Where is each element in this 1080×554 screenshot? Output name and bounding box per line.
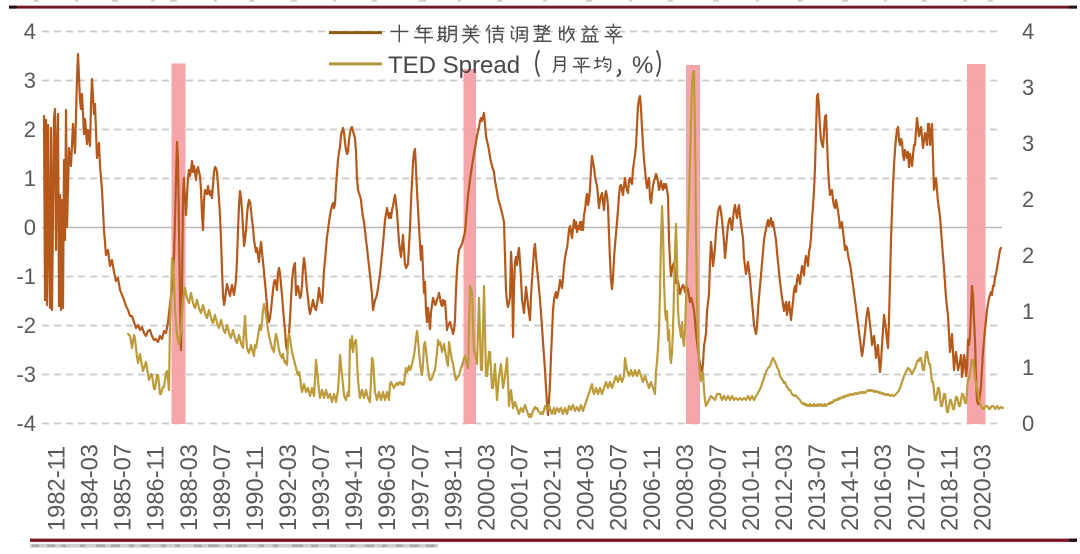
svg-text:1989-07: 1989-07	[210, 444, 236, 531]
svg-text:2013-07: 2013-07	[805, 444, 831, 531]
svg-text:3: 3	[24, 68, 36, 93]
svg-text:3: 3	[1022, 75, 1034, 100]
svg-text:2014-11: 2014-11	[838, 446, 864, 531]
svg-text:4: 4	[24, 19, 36, 44]
svg-text:2008-03: 2008-03	[673, 444, 699, 531]
svg-text:2012-03: 2012-03	[772, 444, 798, 531]
svg-text:1: 1	[24, 166, 36, 191]
svg-text:2016-03: 2016-03	[871, 444, 897, 531]
svg-text:2002-11: 2002-11	[541, 446, 567, 531]
svg-text:1994-11: 1994-11	[342, 446, 368, 531]
svg-text:0: 0	[24, 215, 36, 240]
svg-text:2000-03: 2000-03	[474, 444, 500, 531]
svg-text:-1: -1	[16, 264, 36, 289]
svg-text:1993-07: 1993-07	[309, 444, 335, 531]
svg-text:1997-07: 1997-07	[408, 444, 434, 531]
svg-text:1992-03: 1992-03	[276, 444, 302, 531]
svg-text:%: %	[632, 52, 653, 79]
svg-text:1984-03: 1984-03	[78, 444, 104, 531]
svg-text:1986-11: 1986-11	[144, 446, 170, 531]
svg-text:4: 4	[1022, 19, 1034, 44]
svg-text:0: 0	[1022, 411, 1034, 436]
svg-text:1996-03: 1996-03	[375, 444, 401, 531]
svg-text:2001-07: 2001-07	[508, 444, 534, 531]
svg-text:TED Spread: TED Spread	[388, 52, 520, 79]
svg-text:1998-11: 1998-11	[441, 446, 467, 531]
svg-text:2: 2	[1022, 187, 1034, 212]
svg-text:1985-07: 1985-07	[111, 444, 137, 531]
svg-text:2: 2	[24, 117, 36, 142]
svg-text:2006-11: 2006-11	[640, 446, 666, 531]
svg-text:2010-11: 2010-11	[739, 446, 765, 531]
svg-text:2004-03: 2004-03	[574, 444, 600, 531]
svg-text:2009-07: 2009-07	[706, 444, 732, 531]
svg-text:1: 1	[1022, 299, 1034, 324]
svg-text:1988-03: 1988-03	[177, 444, 203, 531]
svg-text:-2: -2	[16, 313, 36, 338]
svg-text:2: 2	[1022, 243, 1034, 268]
svg-text:1: 1	[1022, 355, 1034, 380]
svg-text:-3: -3	[16, 362, 36, 387]
svg-text:2018-11: 2018-11	[937, 446, 963, 531]
svg-text:3: 3	[1022, 131, 1034, 156]
svg-text:2005-07: 2005-07	[607, 444, 633, 531]
svg-text:2017-07: 2017-07	[904, 444, 930, 531]
svg-text:1990-11: 1990-11	[243, 446, 269, 531]
svg-text:1982-11: 1982-11	[45, 446, 71, 531]
svg-text:2020-03: 2020-03	[971, 444, 997, 531]
svg-text:-4: -4	[16, 411, 36, 436]
